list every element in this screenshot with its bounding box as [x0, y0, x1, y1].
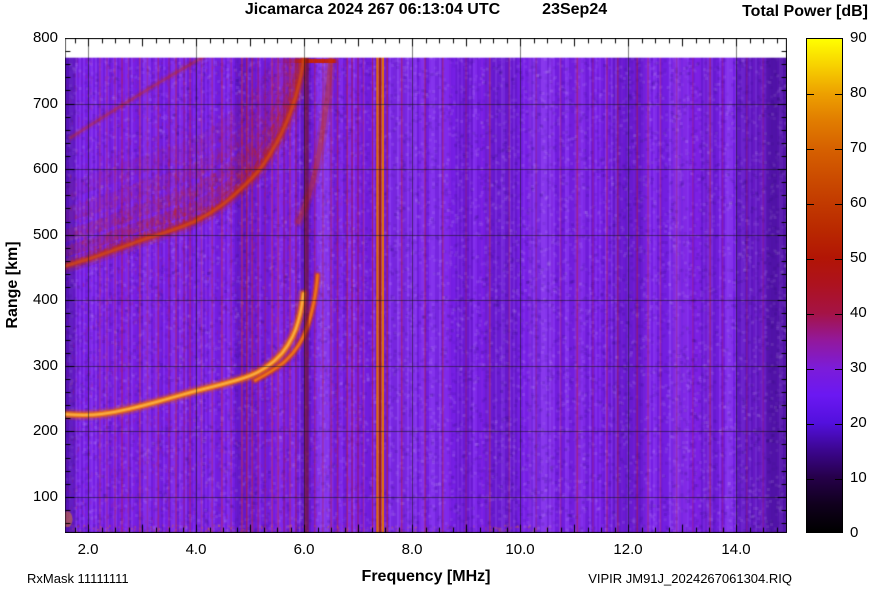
x-tick-label: 8.0	[401, 541, 423, 558]
y-tick-label: 200	[32, 422, 58, 440]
colorbar-tick	[807, 424, 814, 425]
y-tick-label: 500	[32, 225, 58, 243]
colorbar-tick	[835, 479, 842, 480]
colorbar-tick-label: 50	[850, 249, 867, 266]
colorbar-tick	[835, 424, 842, 425]
rxmask-label: RxMask 11111111	[27, 571, 129, 586]
x-tick-label: 14.0	[721, 541, 751, 558]
y-tick-label: 800	[32, 29, 58, 46]
x-tick-label: 12.0	[613, 541, 643, 558]
y-tick-labels: 100 200 300 400 500 600 700 800	[18, 29, 58, 533]
colorbar-tick	[835, 149, 842, 150]
y-tick-label: 400	[32, 291, 58, 309]
colorbar-tick-label: 60	[850, 194, 867, 211]
colorbar-tick-label: 30	[850, 359, 867, 376]
colorbar-tick	[807, 259, 814, 260]
colorbar-tick	[807, 94, 814, 95]
y-tick-label: 100	[32, 487, 58, 505]
colorbar-tick-label: 10	[850, 469, 867, 486]
x-tick-label: 4.0	[185, 541, 207, 558]
colorbar-tick	[807, 149, 814, 150]
colorbar-tick	[835, 369, 842, 370]
x-tick-label: 10.0	[505, 541, 535, 558]
colorbar-tick-label: 70	[850, 139, 867, 156]
colorbar-tick-labels: 0 10 20 30 40 50 60 70 80 90	[850, 29, 874, 541]
plot-title-text: Jicamarca 2024 267 06:13:04 UTC	[244, 1, 501, 18]
colorbar-tick	[807, 369, 814, 370]
y-tick-label: 600	[32, 160, 58, 178]
colorbar-tick-label: 20	[850, 414, 867, 431]
y-axis-label: Range [km]	[4, 241, 21, 329]
colorbar-tick	[807, 479, 814, 480]
colorbar-tick	[835, 259, 842, 260]
colorbar-tick-label: 0	[850, 524, 859, 541]
ionogram-heatmap	[65, 38, 787, 533]
filename-label: VIPIR JM91J_2024267061304.RIQ	[588, 571, 792, 586]
y-tick-label: 300	[32, 356, 58, 374]
x-tick-labels: 2.0 4.0 6.0 8.0 10.0 12.0 14.0	[65, 541, 787, 563]
colorbar-gradient	[806, 38, 843, 533]
colorbar-tick	[807, 314, 814, 315]
colorbar-tick	[835, 94, 842, 95]
colorbar-title: Total Power [dB]	[742, 3, 868, 20]
y-tick-label: 700	[32, 94, 58, 112]
colorbar-tick	[835, 204, 842, 205]
x-tick-label: 2.0	[77, 541, 99, 558]
colorbar-tick-label: 80	[850, 84, 867, 101]
x-tick-label: 6.0	[293, 541, 315, 558]
colorbar-tick-label: 40	[850, 304, 867, 321]
colorbar-tick	[835, 314, 842, 315]
colorbar-tick-label: 90	[850, 29, 867, 46]
plot-title-date: 23Sep24	[542, 1, 608, 18]
x-axis-label: Frequency [MHz]	[361, 568, 491, 585]
plot-title: Jicamarca 2024 267 06:13:04 UTC 23Sep24	[65, 1, 787, 19]
colorbar-tick	[807, 204, 814, 205]
